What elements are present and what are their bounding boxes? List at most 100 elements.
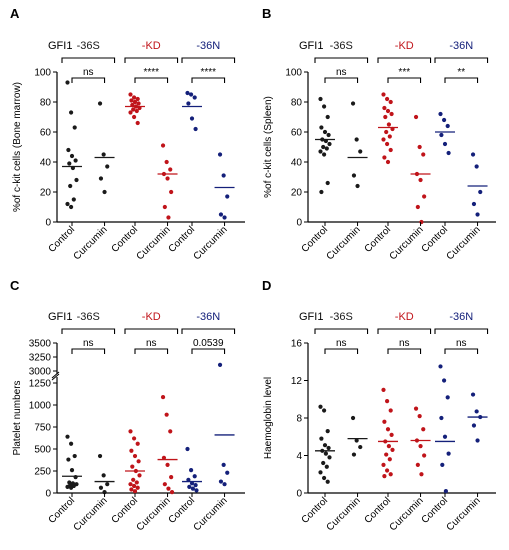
group-label: -36S (77, 40, 100, 52)
x-tick-label: Control (363, 495, 394, 526)
data-point (132, 95, 137, 100)
data-point (326, 132, 331, 138)
data-point (128, 482, 133, 487)
data-point (132, 453, 138, 459)
significance-bracket (134, 77, 169, 83)
significance-label: **** (200, 67, 216, 78)
data-point (101, 152, 106, 157)
data-point (389, 432, 394, 437)
panel-letter: D (262, 278, 271, 293)
data-point (192, 95, 197, 100)
data-point (387, 134, 392, 139)
data-point (326, 445, 331, 451)
data-point (72, 453, 77, 459)
y-tick-label: 16 (291, 339, 303, 350)
data-point (442, 434, 448, 439)
data-point (318, 470, 323, 475)
group-label: -KD (395, 311, 414, 323)
data-point (355, 183, 360, 189)
group-label: -36N (196, 40, 220, 52)
data-point (67, 161, 72, 166)
data-point (387, 457, 392, 462)
data-point (358, 149, 363, 154)
data-point (475, 212, 480, 217)
significance-bracket (324, 348, 359, 354)
x-tick-label: Curcumin (192, 224, 230, 262)
data-point (193, 126, 198, 132)
x-tick-label: Curcumin (135, 495, 173, 533)
significance-bracket (324, 77, 359, 83)
significance-label: **** (143, 67, 159, 78)
y-tick-label: 3000 (29, 367, 52, 378)
data-point (385, 96, 390, 102)
data-point (445, 395, 450, 400)
data-point (217, 362, 223, 367)
data-point (381, 387, 386, 392)
group-label: -36N (196, 311, 220, 323)
data-point (389, 111, 394, 117)
axis-break-mark (51, 371, 60, 379)
data-point (382, 155, 387, 160)
data-point (327, 455, 332, 460)
data-point (168, 429, 173, 434)
data-point (136, 459, 141, 464)
data-point (102, 490, 107, 495)
data-point (351, 173, 357, 178)
panel-A: A GFI1 0 20 40 60 80 100 %of c-kit cells (Bone m… (10, 6, 245, 262)
data-point (186, 477, 191, 482)
data-point (132, 489, 138, 494)
data-point (354, 137, 359, 142)
data-point (322, 475, 327, 481)
data-point (169, 475, 174, 480)
data-point (74, 177, 79, 183)
x-tick-label: Curcumin (135, 224, 173, 262)
group-bracket (314, 57, 369, 63)
data-point (73, 158, 78, 163)
data-point (102, 189, 107, 195)
data-point (135, 120, 140, 126)
y-tick-label: 20 (40, 188, 52, 199)
data-point (390, 447, 395, 452)
significance-bracket (71, 348, 106, 354)
group-bracket (377, 328, 432, 334)
panel-letter: A (10, 6, 20, 21)
data-point (168, 167, 173, 172)
row-label: GFI1 (299, 311, 323, 323)
data-point (321, 460, 326, 466)
significance-label: ns (83, 338, 94, 349)
data-point (417, 414, 422, 419)
data-point (470, 152, 476, 157)
y-tick-label: 20 (291, 188, 303, 199)
data-point (446, 150, 451, 156)
data-point (225, 470, 230, 475)
data-point (383, 114, 388, 120)
data-point (105, 482, 110, 487)
significance-label: *** (398, 67, 410, 78)
data-point (222, 215, 227, 220)
data-point (131, 107, 136, 112)
group-label: -36S (77, 311, 100, 323)
x-tick-label: Curcumin (192, 495, 230, 533)
data-point (443, 489, 448, 494)
data-point (385, 427, 391, 432)
data-point (385, 399, 390, 404)
data-point (164, 412, 169, 417)
data-point (192, 474, 197, 479)
data-point (129, 448, 134, 453)
data-point (162, 482, 167, 487)
panel-letter: B (262, 6, 271, 21)
data-point (358, 444, 363, 450)
data-point (218, 479, 224, 484)
data-point (132, 483, 137, 489)
group-bracket (61, 328, 116, 334)
y-tick-label: 60 (40, 128, 52, 139)
data-point (445, 123, 450, 129)
data-point (130, 464, 135, 469)
group-bracket (434, 328, 489, 334)
data-point (384, 452, 389, 457)
data-point (65, 434, 70, 439)
data-point (439, 132, 444, 138)
significance-bracket (71, 77, 106, 83)
data-point (322, 443, 328, 448)
data-point (69, 204, 74, 210)
